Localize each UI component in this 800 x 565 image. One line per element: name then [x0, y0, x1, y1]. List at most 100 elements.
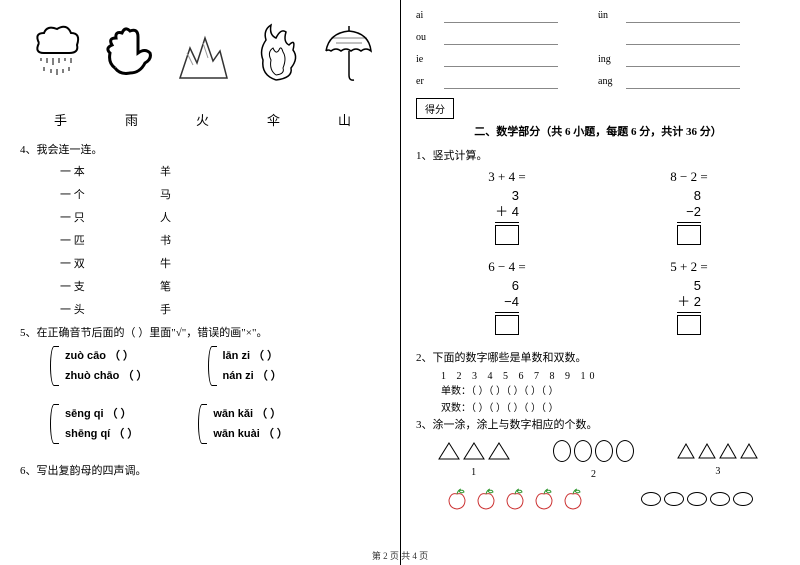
shapes-row-1: 1 2 3	[416, 440, 780, 480]
calc-line	[677, 222, 701, 223]
left-column: 手 雨 火 伞 山 4、我会连一连。 一 本羊一 个马一 只人一 匹书一 双牛一…	[0, 0, 400, 565]
q5-title: 5、在正确音节后面的（ ）里面"√"，错误的画"×"。	[20, 324, 385, 340]
pinyin-line: sēng qi （ ）	[65, 404, 138, 424]
match-right: 羊	[160, 163, 260, 179]
pinyin-pair: lān zi （ ） nán zi （ ）	[208, 346, 282, 386]
match-row: 一 本羊	[20, 163, 385, 179]
syllable-blanks: aiünouieingerang	[416, 10, 780, 89]
equation: 3 + 4 =	[437, 169, 577, 185]
pinyin-line: zhuò chāo （ ）	[65, 366, 148, 386]
shape-group-triangles-2: 3	[677, 443, 758, 477]
syllable-label	[598, 32, 618, 45]
char: 伞	[267, 110, 280, 129]
math-problem: 3 + 4 = 3 ＋ 4	[437, 169, 577, 249]
shape-label: 2	[591, 469, 596, 480]
pinyin-line: wān kǎi （ ）	[213, 404, 288, 424]
footer: 第 2 页 共 4 页	[0, 549, 800, 562]
oval-icon	[664, 492, 684, 506]
answer-box[interactable]	[495, 315, 519, 335]
q6-title: 6、写出复韵母的四声调。	[20, 462, 385, 478]
triangle-icon	[438, 442, 460, 460]
syllable-label: ai	[416, 10, 436, 23]
match-left: 一 匹	[60, 232, 160, 248]
blank-line[interactable]	[444, 76, 558, 89]
pinyin-line: wān kuài （ ）	[213, 424, 288, 444]
match-row: 一 双牛	[20, 255, 385, 271]
score-box: 得分	[416, 98, 454, 119]
pinyin-pair: zuò cāo （ ） zhuò chāo （ ）	[50, 346, 148, 386]
syllable-label: ou	[416, 32, 436, 45]
match-right: 笔	[160, 278, 260, 294]
hand-icon	[100, 20, 160, 85]
blank-line[interactable]	[444, 54, 558, 67]
syllable-row: ai ün	[416, 10, 780, 23]
syllable-row: erang	[416, 76, 780, 89]
oval-icon	[553, 440, 571, 462]
q4-matches: 一 本羊一 个马一 只人一 匹书一 双牛一 支笔一 头手	[20, 163, 385, 317]
umbrella-icon	[319, 20, 379, 85]
answer-box[interactable]	[495, 225, 519, 245]
calc-op: ＋ 4	[495, 204, 519, 220]
vertical-calc: 3 ＋ 4	[495, 188, 519, 249]
pinyin-group-2: sēng qi （ ） shēng qí （ ） wān kǎi （ ） wān…	[20, 404, 385, 444]
blank-line[interactable]	[626, 10, 740, 23]
match-left: 一 只	[60, 209, 160, 225]
calc-op: −4	[495, 294, 519, 310]
calc-top: 3	[495, 188, 519, 204]
shape-label: 3	[715, 466, 720, 477]
even-row: 双数：（ ）（ ）（ ）（ ）（ ）	[416, 399, 780, 414]
char: 手	[54, 110, 67, 129]
q3-title: 3、涂一涂，涂上与数字相应的个数。	[416, 416, 780, 432]
calc-line	[677, 312, 701, 313]
number-list: 1 2 3 4 5 6 7 8 9 10	[416, 371, 780, 382]
pinyin-line: lān zi （ ）	[223, 346, 282, 366]
apple-icon	[560, 486, 586, 512]
q1-title: 1、竖式计算。	[416, 147, 780, 163]
math-problem: 8 − 2 = 8 −2	[619, 169, 759, 249]
blank-line[interactable]	[444, 32, 558, 45]
pinyin-group-1: zuò cāo （ ） zhuò chāo （ ） lān zi （ ） nán…	[20, 346, 385, 386]
math-row-1: 3 + 4 = 3 ＋ 4 8 − 2 = 8 −2	[416, 169, 780, 249]
match-right: 马	[160, 186, 260, 202]
answer-box[interactable]	[677, 225, 701, 245]
equation: 5 + 2 =	[619, 259, 759, 275]
syllable-label: ie	[416, 54, 436, 67]
triangle-icon	[677, 443, 695, 459]
vertical-calc: 5 ＋ 2	[677, 278, 701, 339]
math-row-2: 6 − 4 = 6 −4 5 + 2 = 5 ＋ 2	[416, 259, 780, 339]
char: 山	[338, 110, 351, 129]
right-column: aiünouieingerang 得分 二、数学部分（共 6 小题，每题 6 分…	[400, 0, 800, 565]
calc-line	[495, 312, 519, 313]
match-row: 一 头手	[20, 301, 385, 317]
triangle-icon	[740, 443, 758, 459]
pinyin-pair: wān kǎi （ ） wān kuài （ ）	[198, 404, 288, 444]
section-title: 二、数学部分（共 6 小题，每题 6 分，共计 36 分）	[416, 123, 780, 139]
calc-top: 6	[495, 278, 519, 294]
calc-op: ＋ 2	[677, 294, 701, 310]
apple-icon	[502, 486, 528, 512]
blank-line[interactable]	[626, 76, 740, 89]
blank-line[interactable]	[626, 32, 740, 45]
equation: 8 − 2 =	[619, 169, 759, 185]
blank-line[interactable]	[444, 10, 558, 23]
oval-icon	[595, 440, 613, 462]
pinyin-line: nán zi （ ）	[223, 366, 282, 386]
calc-op: −2	[677, 204, 701, 220]
blank-line[interactable]	[626, 54, 740, 67]
match-row: 一 个马	[20, 186, 385, 202]
answer-box[interactable]	[677, 315, 701, 335]
fire-icon	[246, 20, 306, 85]
calc-line	[495, 222, 519, 223]
oval-icon	[710, 492, 730, 506]
match-right: 人	[160, 209, 260, 225]
q2-title: 2、下面的数字哪些是单数和双数。	[416, 349, 780, 365]
apple-icon	[444, 486, 470, 512]
syllable-label: er	[416, 76, 436, 89]
triangle-icon	[488, 442, 510, 460]
shapes-row-2	[416, 486, 780, 512]
triangle-icon	[463, 442, 485, 460]
match-right: 牛	[160, 255, 260, 271]
shape-group-ovals: 2	[553, 440, 634, 480]
cloud-rain-icon	[27, 20, 87, 85]
syllable-label: ün	[598, 10, 618, 23]
